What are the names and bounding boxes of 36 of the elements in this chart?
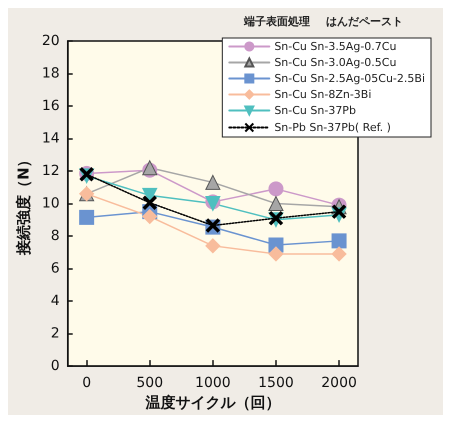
- point: [268, 246, 284, 262]
- point: [331, 204, 347, 220]
- point: [268, 196, 284, 212]
- x-tick-label: 0: [82, 375, 92, 392]
- point: [142, 209, 158, 224]
- y-tick-label: 18: [42, 66, 60, 82]
- y-tick-label: 20: [42, 33, 60, 49]
- y-tick-label: 12: [42, 163, 60, 180]
- point: [142, 194, 158, 210]
- y-tick-label: 6: [50, 260, 60, 277]
- point: [268, 181, 284, 196]
- point: [205, 238, 220, 254]
- point: [205, 174, 220, 190]
- x-tick-label: 500: [136, 375, 164, 392]
- y-tick-label: 16: [42, 98, 60, 114]
- x-tick-label: 1000: [195, 375, 231, 392]
- y-axis-title: 接続強度（N）: [14, 152, 32, 256]
- legend-label: Sn-Cu Sn-3.5Ag-0.7Cu: [274, 40, 396, 53]
- y-tick-label: 2: [50, 326, 60, 342]
- point: [332, 246, 347, 262]
- y-tick-label: 0: [50, 358, 60, 374]
- x-tick-label: 1500: [258, 375, 294, 392]
- x-tick-label: 2000: [321, 375, 357, 392]
- legend-label: Sn-Cu Sn-3.0Ag-0.5Cu: [274, 56, 396, 69]
- point: [332, 233, 347, 248]
- y-tick-label: 14: [42, 130, 60, 147]
- text: 端子表面処理 はんだペースト: [244, 15, 403, 28]
- y-tick-label: 8: [50, 228, 60, 244]
- legend-label: Sn-Cu Sn-37Pb: [274, 104, 356, 117]
- legend-label: Sn-Cu Sn-2.5Ag-05Cu-2.5Bi: [274, 72, 426, 85]
- point: [79, 210, 94, 225]
- y-tick-label: 4: [50, 293, 60, 310]
- y-tick-label: 10: [42, 196, 60, 212]
- legend-label: Sn-Pb Sn-37Pb( Ref. ): [274, 121, 391, 134]
- x-axis-title: 温度サイクル（回）: [144, 394, 280, 412]
- legend-label: Sn-Cu Sn-8Zn-3Bi: [274, 88, 372, 101]
